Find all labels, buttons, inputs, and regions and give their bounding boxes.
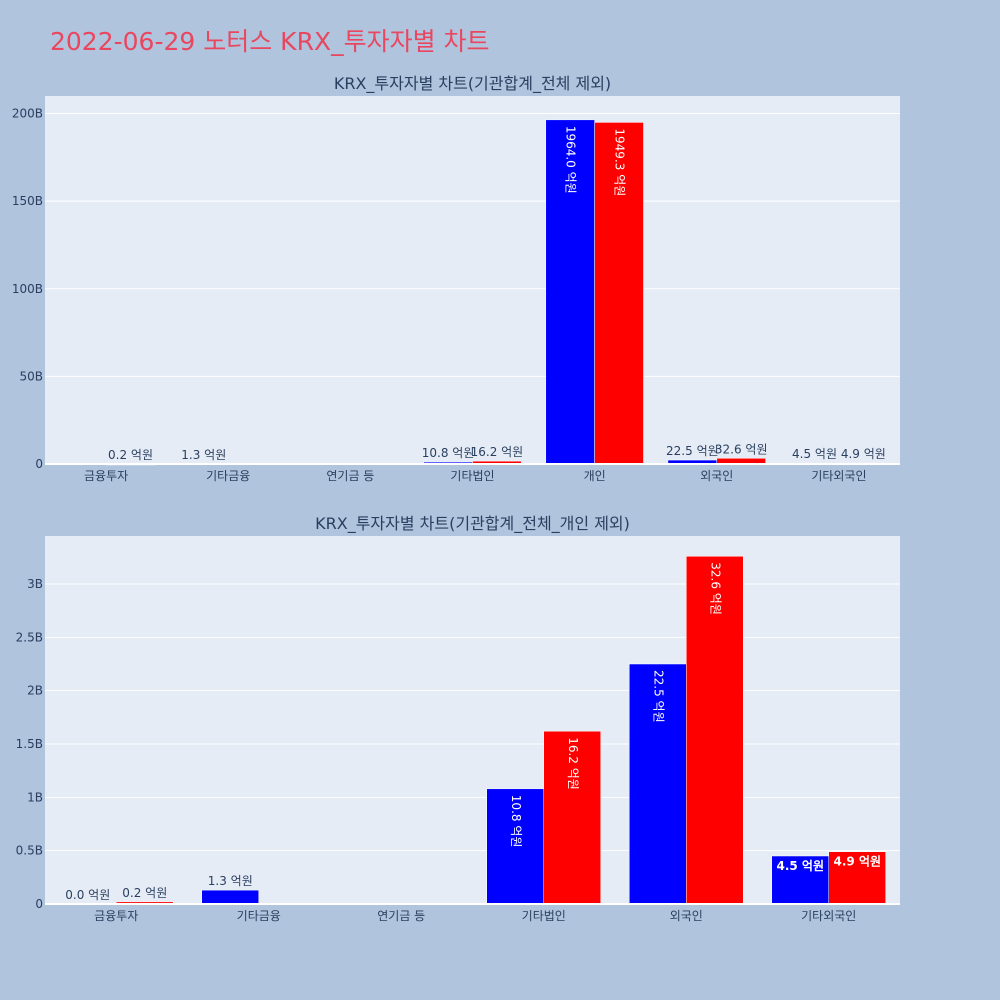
x-tick-label: 연기금 등 xyxy=(377,909,425,923)
x-tick-label: 외국인 xyxy=(670,909,703,923)
data-label: 4.5 억원 xyxy=(792,447,837,461)
data-label: 1964.0 억원 xyxy=(564,126,578,194)
x-tick-label: 외국인 xyxy=(700,469,733,483)
bar xyxy=(686,556,744,905)
bar xyxy=(486,788,544,905)
data-label: 0.0 억원 xyxy=(65,888,110,902)
data-label: 4.9 억원 xyxy=(841,447,886,461)
x-tick-label: 금융투자 xyxy=(84,469,128,483)
chart-top: KRX_투자자별 차트(기관합계_전체 제외) 0 50B 100B 150B 200B 금… xyxy=(12,74,900,483)
data-label: 16.2 억원 xyxy=(471,445,524,459)
x-tick-label: 기타외국인 xyxy=(811,469,866,483)
data-label: 22.5 억원 xyxy=(651,670,665,723)
y-tick-label: 200B xyxy=(12,107,43,121)
data-label: 32.6 억원 xyxy=(715,442,768,456)
bar xyxy=(594,122,644,465)
bar xyxy=(545,119,595,465)
data-label: 22.5 억원 xyxy=(666,444,719,458)
data-label: 4.5 억원 xyxy=(776,859,824,873)
data-label: 1949.3 억원 xyxy=(613,128,627,196)
plot-area xyxy=(45,536,900,904)
data-label: 1.3 억원 xyxy=(208,874,253,888)
data-label: 4.9 억원 xyxy=(833,855,881,869)
data-label: 0.2 억원 xyxy=(122,886,167,900)
y-tick-label: 100B xyxy=(12,282,43,296)
data-label: 10.8 억원 xyxy=(422,446,475,460)
x-tick-label: 기타법인 xyxy=(522,909,566,923)
bar xyxy=(629,663,687,905)
data-label: 10.8 억원 xyxy=(509,795,523,848)
x-tick-label: 기타금융 xyxy=(237,909,281,923)
y-tick-label: 50B xyxy=(19,369,43,383)
x-tick-label: 기타금융 xyxy=(206,469,250,483)
y-tick-label: 0 xyxy=(35,897,43,911)
bar xyxy=(828,851,886,905)
data-label: 16.2 억원 xyxy=(566,737,580,790)
y-tick-label: 1.5B xyxy=(16,737,43,751)
y-tick-label: 0.5B xyxy=(16,844,43,858)
y-tick-label: 1B xyxy=(27,790,43,804)
y-tick-label: 2B xyxy=(27,684,43,698)
bar xyxy=(771,855,829,905)
y-tick-label: 2.5B xyxy=(16,630,43,644)
x-tick-label: 기타외국인 xyxy=(801,909,856,923)
x-tick-label: 개인 xyxy=(584,469,606,483)
data-label: 0.2 억원 xyxy=(108,448,153,462)
x-tick-label: 기타법인 xyxy=(450,469,494,483)
main-title: 2022-06-29 노터스 KRX_투자자별 차트 xyxy=(50,27,490,56)
bar xyxy=(543,730,601,905)
y-tick-label: 3B xyxy=(27,577,43,591)
y-tick-label: 150B xyxy=(12,194,43,208)
plot-area xyxy=(45,96,900,464)
bar xyxy=(201,889,259,905)
chart-title: KRX_투자자별 차트(기관합계_전체 제외) xyxy=(334,74,611,94)
x-tick-label: 금융투자 xyxy=(94,909,138,923)
data-label: 32.6 억원 xyxy=(708,562,722,615)
chart-bottom: KRX_투자자별 차트(기관합계_전체_개인 제외) 0 0.5B 1B 1.5B 2B 2… xyxy=(16,514,900,923)
data-label: 1.3 억원 xyxy=(181,448,226,462)
x-tick-label: 연기금 등 xyxy=(326,469,374,483)
chart-title: KRX_투자자별 차트(기관합계_전체_개인 제외) xyxy=(315,514,630,534)
y-tick-label: 0 xyxy=(35,457,43,471)
